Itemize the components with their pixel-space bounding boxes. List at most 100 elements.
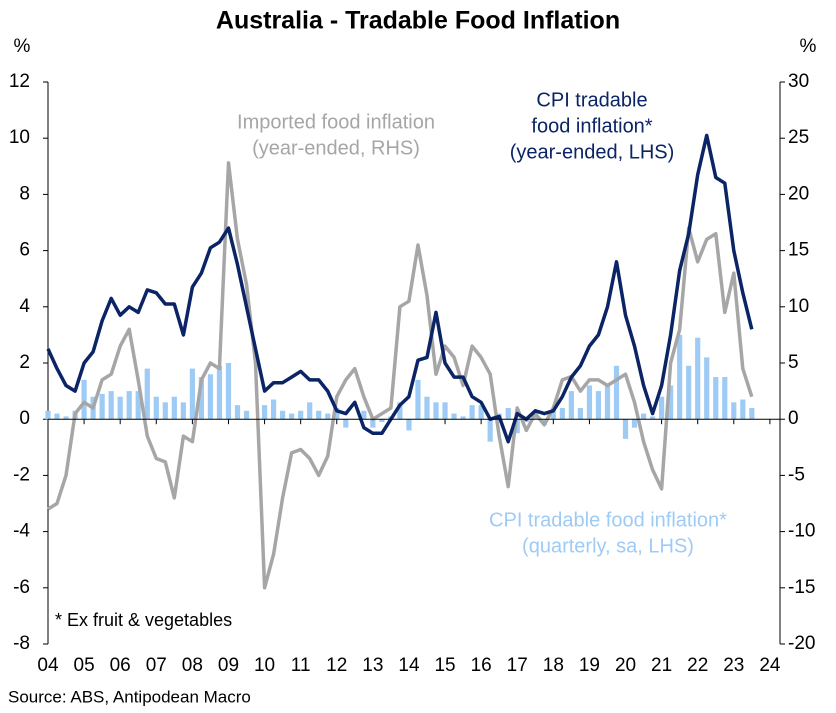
x-tick-label: 14 <box>398 655 420 676</box>
bar <box>649 416 656 420</box>
series-label: (year-ended, LHS) <box>510 141 675 163</box>
bar <box>108 391 114 420</box>
bar <box>668 385 674 420</box>
bar <box>604 385 611 420</box>
bar <box>677 334 683 420</box>
bar <box>216 365 223 420</box>
bar <box>126 391 132 420</box>
y2-tick-label: 15 <box>788 240 809 261</box>
bar <box>550 410 556 420</box>
bar <box>460 416 466 420</box>
y-tick-label: 8 <box>19 183 30 204</box>
y2-tick-label: -20 <box>788 633 815 654</box>
bar <box>631 419 638 428</box>
x-tick-label: 15 <box>434 655 455 676</box>
bar <box>568 391 574 420</box>
x-tick-label: 16 <box>471 655 492 676</box>
bar <box>144 368 150 420</box>
bar <box>343 419 349 428</box>
y-tick-label: 4 <box>19 296 30 317</box>
y-tick-label: -8 <box>13 633 30 654</box>
bar <box>180 402 186 420</box>
y2-tick-label: 25 <box>788 127 809 148</box>
chart-title: Australia - Tradable Food Inflation <box>216 7 620 35</box>
y-tick-label: 12 <box>9 71 30 92</box>
bar <box>586 385 593 420</box>
bar <box>45 410 51 420</box>
bar <box>478 405 484 420</box>
bar <box>225 363 232 420</box>
series-label: (quarterly, sa, LHS) <box>522 535 694 557</box>
x-tick-label: 17 <box>507 655 528 676</box>
y2-tick-label: -15 <box>788 577 815 598</box>
series-label: (year-ended, RHS) <box>252 137 420 159</box>
y-unit: % <box>14 36 31 57</box>
bar <box>334 407 340 420</box>
bar <box>298 410 304 420</box>
y2-tick-label: 5 <box>788 352 799 373</box>
bar <box>433 402 439 420</box>
bar <box>640 413 647 420</box>
x-tick-label: 13 <box>362 655 383 676</box>
x-tick-label: 19 <box>579 655 600 676</box>
x-tick-label: 09 <box>218 655 239 676</box>
y-tick-label: 10 <box>9 127 30 148</box>
bar <box>722 377 728 420</box>
y2-tick-label: -10 <box>788 521 815 542</box>
bar <box>397 402 403 420</box>
footnote: * Ex fruit & vegetables <box>55 610 232 630</box>
y2-tick-label: 30 <box>788 71 809 92</box>
bar <box>198 377 205 420</box>
y-tick-label: 0 <box>19 408 30 429</box>
x-tick-label: 06 <box>110 655 131 676</box>
series-label: CPI tradable <box>536 89 647 111</box>
bar <box>289 413 295 420</box>
y2-tick-label: -5 <box>788 464 805 485</box>
bar <box>559 407 565 420</box>
bar <box>207 374 214 420</box>
x-tick-label: 12 <box>326 655 347 676</box>
bar <box>686 365 692 420</box>
y-tick-label: -4 <box>13 521 30 542</box>
bar <box>135 391 141 420</box>
bar <box>117 396 123 420</box>
bar <box>370 419 376 428</box>
bar <box>406 419 412 431</box>
bar <box>54 413 60 420</box>
bar <box>99 393 105 420</box>
line <box>47 161 754 590</box>
bar <box>595 391 602 420</box>
y-tick-label: -6 <box>13 577 30 598</box>
bar <box>379 419 385 423</box>
y-tick-label: -2 <box>13 464 30 485</box>
x-tick-label: 07 <box>146 655 167 676</box>
source: Source: ABS, Antipodean Macro <box>8 687 251 706</box>
bar <box>505 407 511 420</box>
series-label: food inflation* <box>531 115 652 137</box>
bar <box>731 402 737 420</box>
bar <box>171 396 177 420</box>
y2-unit: % <box>800 36 817 57</box>
x-tick-label: 05 <box>74 655 95 676</box>
x-tick-label: 10 <box>254 655 275 676</box>
x-tick-label: 20 <box>615 655 636 676</box>
bar <box>415 379 421 420</box>
bar <box>361 410 367 420</box>
bar <box>270 399 277 420</box>
line <box>46 133 754 444</box>
bar <box>613 365 620 420</box>
bar <box>487 419 493 442</box>
x-tick-label: 23 <box>723 655 744 676</box>
bar <box>659 396 665 420</box>
bar <box>280 410 286 420</box>
series-label: CPI tradable food inflation* <box>489 509 727 531</box>
bar <box>577 407 583 420</box>
x-tick-label: 24 <box>759 655 781 676</box>
y-tick-label: 2 <box>19 352 30 373</box>
bar <box>261 405 268 420</box>
bar <box>695 337 701 420</box>
bar <box>442 402 448 420</box>
bar <box>749 407 755 420</box>
bar <box>243 410 250 420</box>
y2-tick-label: 20 <box>788 183 809 204</box>
